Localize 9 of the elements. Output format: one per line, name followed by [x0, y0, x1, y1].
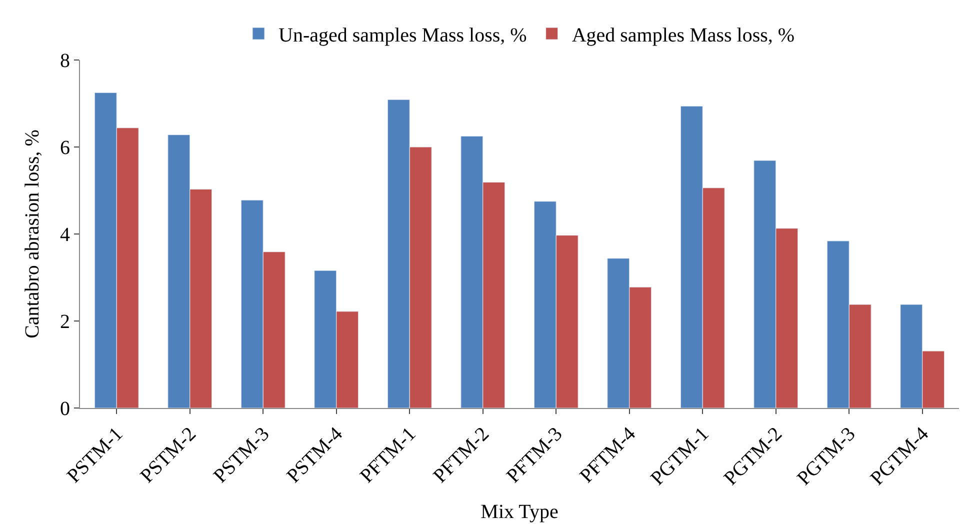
y-axis-title: Cantabro abrasion loss, %: [22, 130, 44, 338]
y-tick-label: 8: [60, 50, 70, 72]
y-tick-label: 0: [60, 398, 70, 420]
y-tick-label: 4: [60, 224, 70, 246]
x-axis-title: Mix Type: [480, 501, 558, 524]
y-tick-label: 2: [60, 311, 70, 333]
legend-label: Aged samples Mass loss, %: [572, 24, 795, 46]
legend-label: Un-aged samples Mass loss, %: [278, 24, 527, 46]
y-tick-label: 6: [60, 137, 70, 159]
